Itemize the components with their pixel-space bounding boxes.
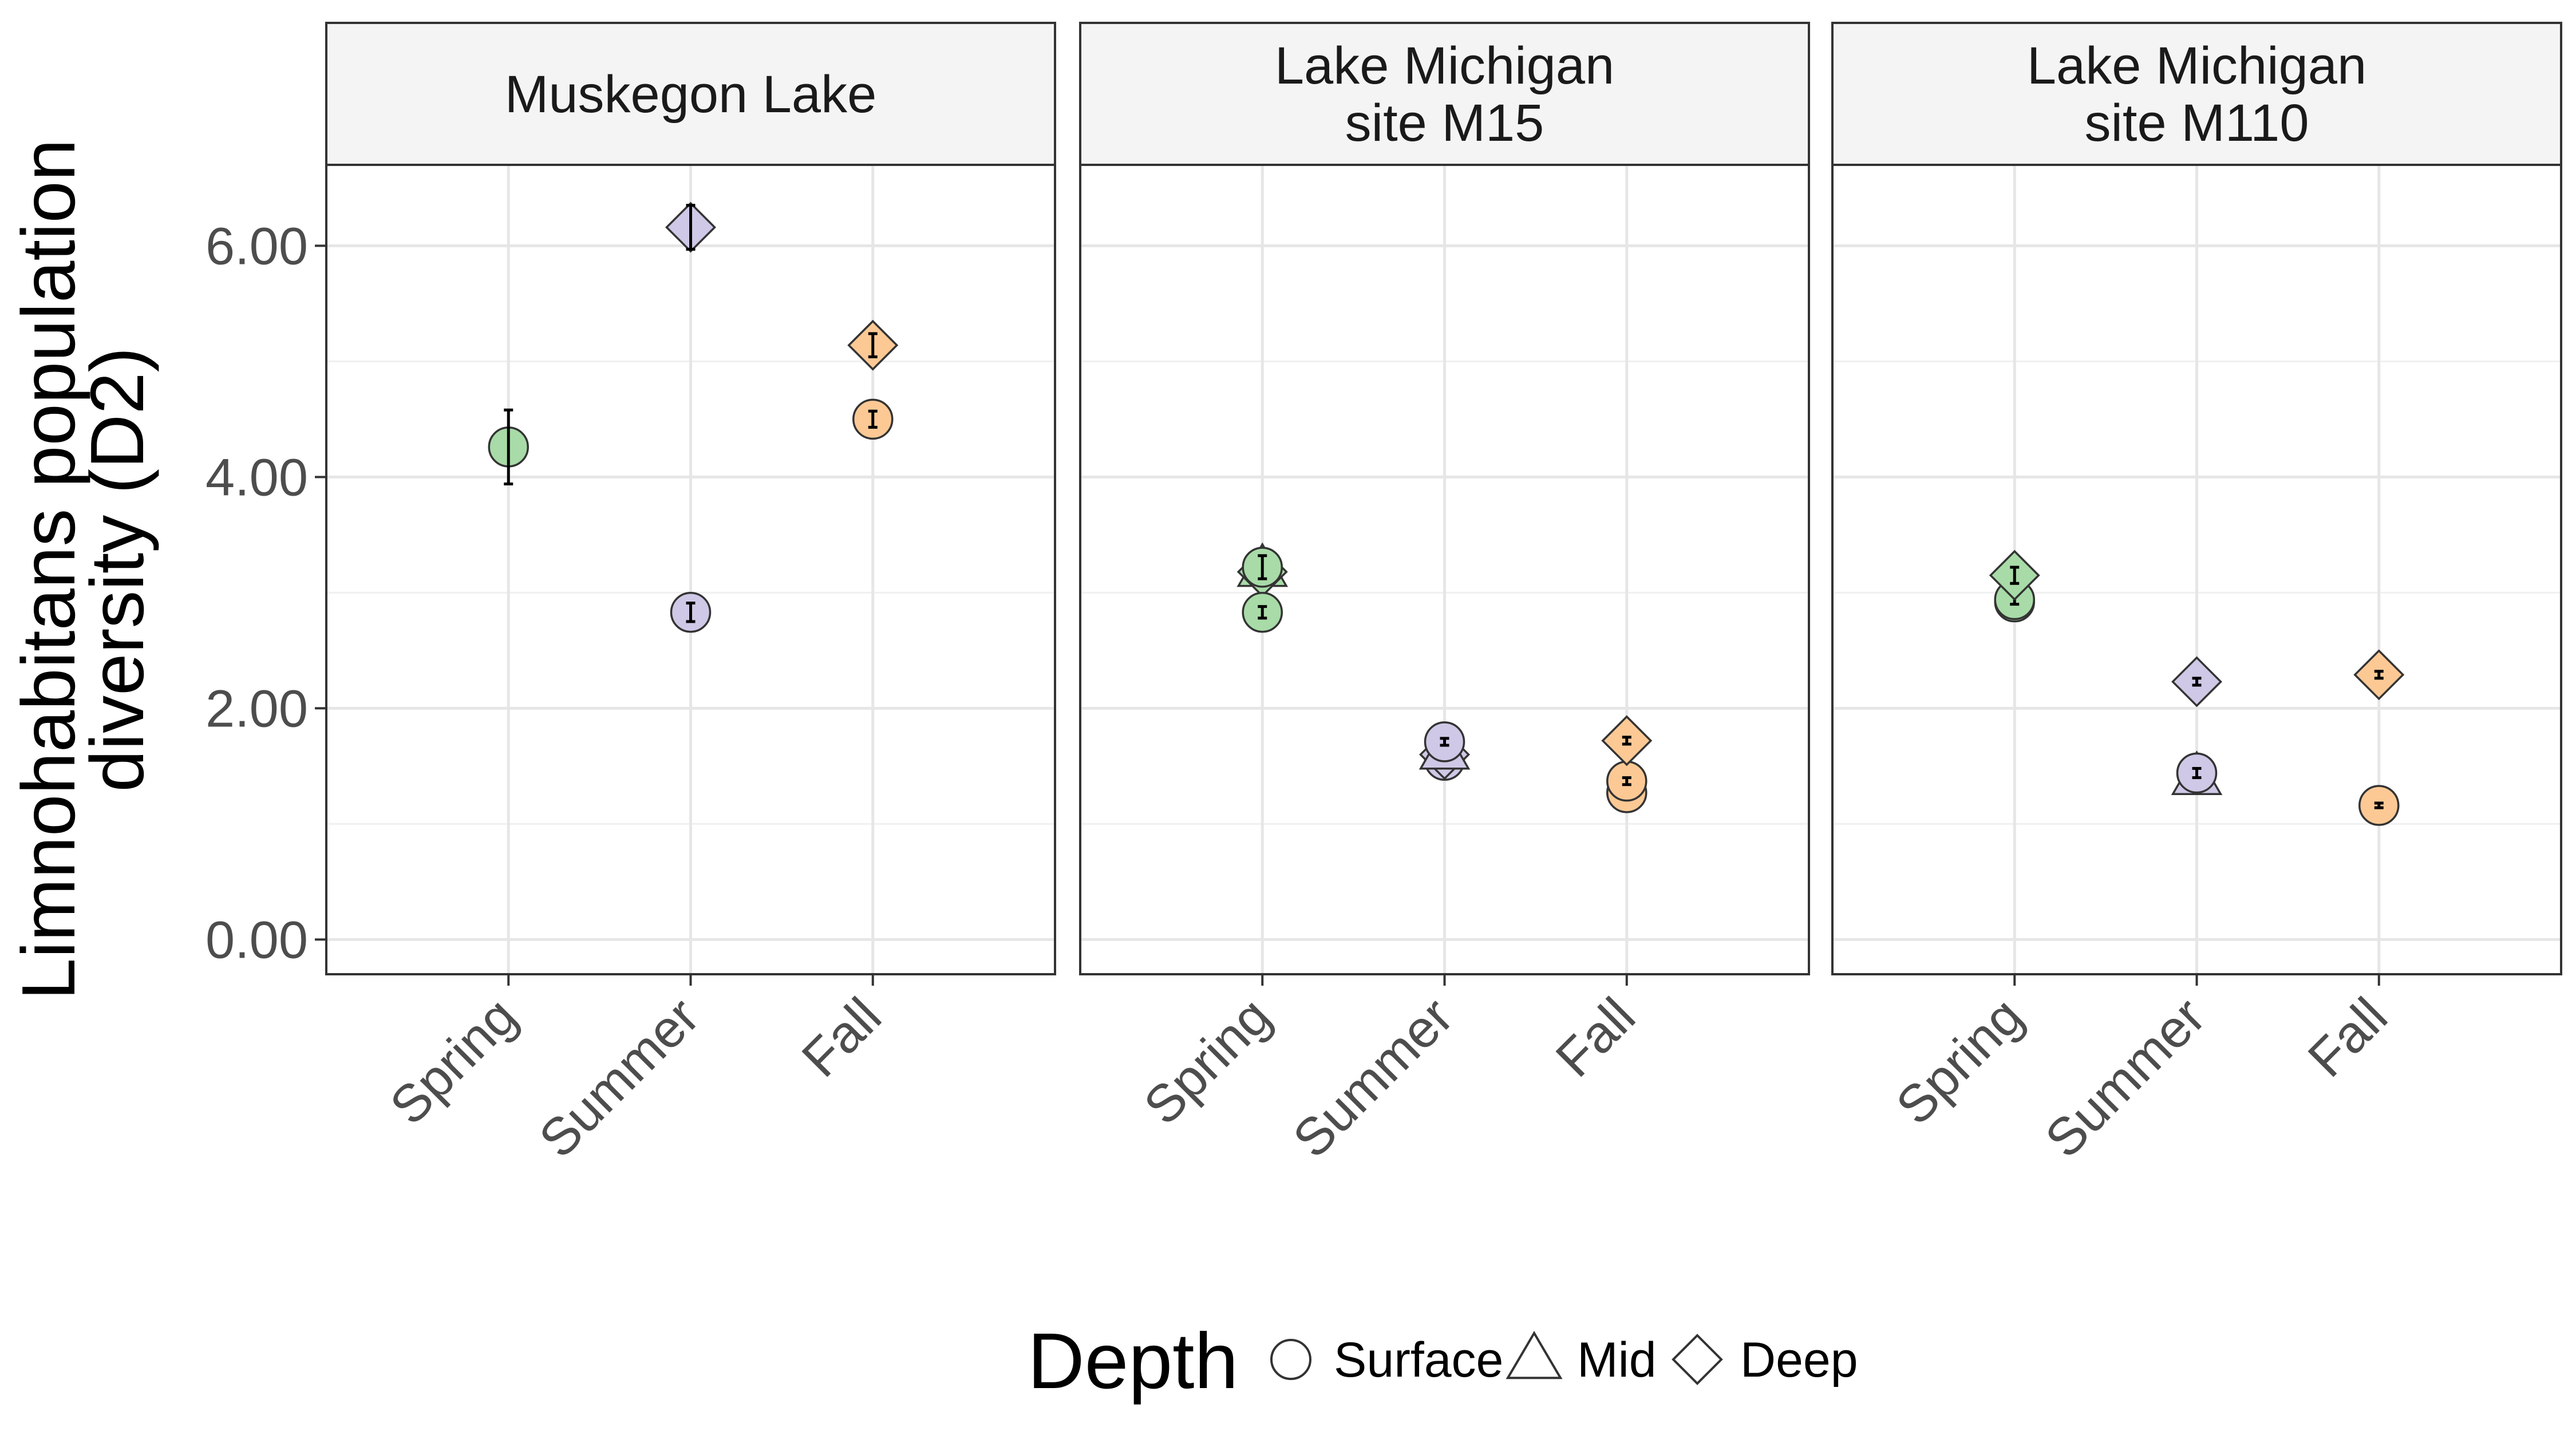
legend-label: Deep	[1740, 1333, 1858, 1387]
facet-title-line: Lake Michigan	[1275, 37, 1614, 95]
legend-label: Mid	[1577, 1333, 1657, 1387]
legend-item: Surface	[1270, 1333, 1503, 1387]
y-axis-label-line: diversity (D2)	[75, 347, 159, 792]
legend-title: Depth	[1028, 1317, 1238, 1405]
facet-title-line: site M110	[2084, 94, 2309, 152]
y-axis: 0.00 2.00 4.00 6.00	[206, 217, 326, 969]
facet-title: Lake Michigan site M15	[1275, 37, 1614, 152]
facet-strip	[1079, 22, 1810, 166]
data-points	[1989, 550, 2405, 826]
y-tick-label: 6.00	[206, 217, 308, 275]
legend-key-triangle	[1506, 1331, 1563, 1379]
facet-title-line: Muskegon Lake	[505, 65, 877, 124]
legend-key-diamond	[1672, 1334, 1723, 1385]
y-tick-label: 4.00	[206, 448, 308, 507]
legend-label: Surface	[1334, 1333, 1503, 1387]
facet-title: Lake Michigan site M110	[2027, 37, 2366, 152]
y-axis-label: Limnohabitans populationdiversity (D2)	[6, 139, 159, 1000]
facet-strip	[325, 22, 1056, 166]
legend-key-circle	[1270, 1339, 1311, 1380]
data-points	[488, 201, 899, 633]
legend: Depth Surface Mid Deep	[1028, 1317, 1858, 1405]
legend-item: Deep	[1672, 1333, 1858, 1387]
data-points	[1236, 542, 1653, 813]
facet-title: Muskegon Lake	[505, 65, 877, 124]
y-axis-label-line: Limnohabitans population	[6, 139, 90, 1000]
facet-title-line: site M15	[1345, 94, 1544, 152]
y-tick-label: 2.00	[206, 679, 308, 738]
facet-title-line: Lake Michigan	[2027, 37, 2366, 95]
y-tick-label: 0.00	[206, 911, 308, 969]
legend-item: Mid	[1506, 1331, 1657, 1387]
